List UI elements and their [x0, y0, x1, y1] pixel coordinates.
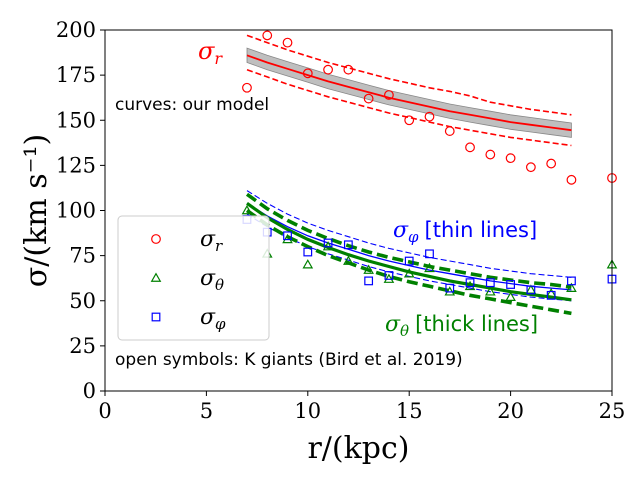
y-tick-label: 125 — [56, 153, 96, 177]
y-tick-label: 100 — [56, 199, 96, 223]
circle-data-point — [424, 111, 435, 122]
x-axis-label: r/(kpc) — [307, 431, 409, 466]
square-data-point — [465, 278, 475, 288]
y-tick-label: 175 — [56, 63, 96, 87]
sigma-r-label: σr — [198, 37, 223, 68]
data-source-note: open symbols: K giants (Bird et al. 2019… — [115, 350, 463, 370]
model-band-0 — [246, 47, 572, 138]
circle-data-point — [282, 37, 293, 48]
square-data-point — [303, 247, 313, 257]
y-axis-label: σ/(km s⁻¹) — [19, 134, 54, 287]
circle-data-point — [505, 153, 516, 164]
square-data-point — [546, 290, 556, 300]
triangle-data-point — [464, 280, 476, 291]
circle-data-point — [343, 64, 354, 75]
annotations: σr curves: our model σφ [thin lines] σθ [t… — [115, 37, 538, 370]
model-median-0 — [246, 54, 572, 132]
model-lower-dashed-0 — [246, 68, 572, 147]
model-lower-dashed-2 — [245, 209, 572, 316]
legend-label: σθ — [200, 266, 224, 294]
circle-data-point — [323, 64, 333, 75]
triangle-data-point — [322, 241, 334, 251]
axes: 0 5 10 15 20 25 0 25 50 75 100 125 150 175 200 r/(kpc) σ… — [19, 18, 625, 466]
triangle-data-point — [241, 204, 253, 215]
circle-data-point — [384, 90, 394, 100]
x-tick-label: 0 — [98, 399, 111, 423]
square-data-point — [445, 283, 455, 293]
y-tick-label: 200 — [56, 18, 96, 42]
x-tick-label: 10 — [294, 399, 321, 423]
y-tick-label: 150 — [56, 108, 96, 132]
model-upper-dashed-1 — [246, 190, 572, 278]
triangle-data-point — [484, 286, 496, 296]
legend: σr σθ σφ — [117, 215, 270, 341]
curves-note: curves: our model — [115, 95, 269, 115]
triangle-data-point — [403, 268, 415, 278]
circle-data-point — [566, 174, 577, 185]
circle-data-point — [363, 93, 374, 104]
legend-marker-square — [151, 312, 161, 322]
square-data-point — [283, 231, 292, 241]
legend-marker-circle — [151, 234, 161, 244]
y-tick-label: 25 — [69, 334, 96, 358]
y-tick-label: 50 — [69, 289, 96, 313]
legend-label: σr — [200, 227, 223, 255]
square-data-point — [323, 238, 333, 248]
circle-data-point — [444, 126, 455, 136]
triangle-data-point — [383, 273, 395, 283]
triangle-data-point — [343, 255, 354, 265]
model-curves — [245, 34, 572, 316]
circle-data-point — [525, 162, 536, 173]
circle-data-point — [242, 82, 252, 93]
circle-data-point — [465, 142, 475, 153]
model-bands — [246, 47, 572, 138]
square-data-point — [364, 276, 374, 286]
legend-label: σφ — [200, 305, 226, 333]
y-tick-label: 0 — [83, 379, 96, 403]
x-tick-label: 25 — [599, 399, 626, 423]
square-data-point — [526, 285, 536, 295]
legend-marker-triangle — [150, 272, 162, 282]
sigma-theta-label: σθ [thick lines] — [385, 312, 538, 340]
model-median-2 — [246, 201, 572, 302]
square-data-point — [404, 256, 414, 266]
data-points — [241, 30, 618, 301]
x-tick-label: 20 — [497, 399, 524, 423]
model-median-1 — [246, 202, 572, 291]
model-upper-dashed-0 — [246, 34, 572, 116]
square-data-point — [506, 280, 515, 289]
triangle-data-point — [302, 259, 314, 269]
circle-data-point — [302, 68, 313, 79]
triangle-data-point — [545, 288, 557, 298]
circle-data-point — [262, 30, 273, 41]
square-data-point — [485, 278, 495, 288]
triangle-data-point — [363, 264, 374, 274]
triangle-data-point — [566, 282, 577, 292]
triangle-data-point — [444, 286, 456, 296]
circle-data-point — [485, 149, 496, 160]
plot-area — [241, 30, 618, 316]
sigma-phi-label: σφ [thin lines] — [393, 218, 537, 246]
square-data-point — [567, 276, 576, 286]
model-upper-dashed-2 — [245, 192, 572, 289]
square-data-point — [343, 240, 353, 250]
triangle-data-point — [505, 291, 516, 301]
square-data-point — [425, 249, 434, 259]
y-tick-label: 75 — [69, 244, 96, 268]
square-data-point — [384, 271, 394, 280]
circle-data-point — [404, 115, 415, 126]
x-tick-label: 15 — [396, 399, 423, 423]
x-tick-label: 5 — [200, 399, 213, 423]
legend-box — [117, 215, 270, 341]
triangle-data-point — [424, 262, 435, 273]
circle-data-point — [546, 158, 557, 169]
triangle-data-point — [282, 233, 293, 244]
